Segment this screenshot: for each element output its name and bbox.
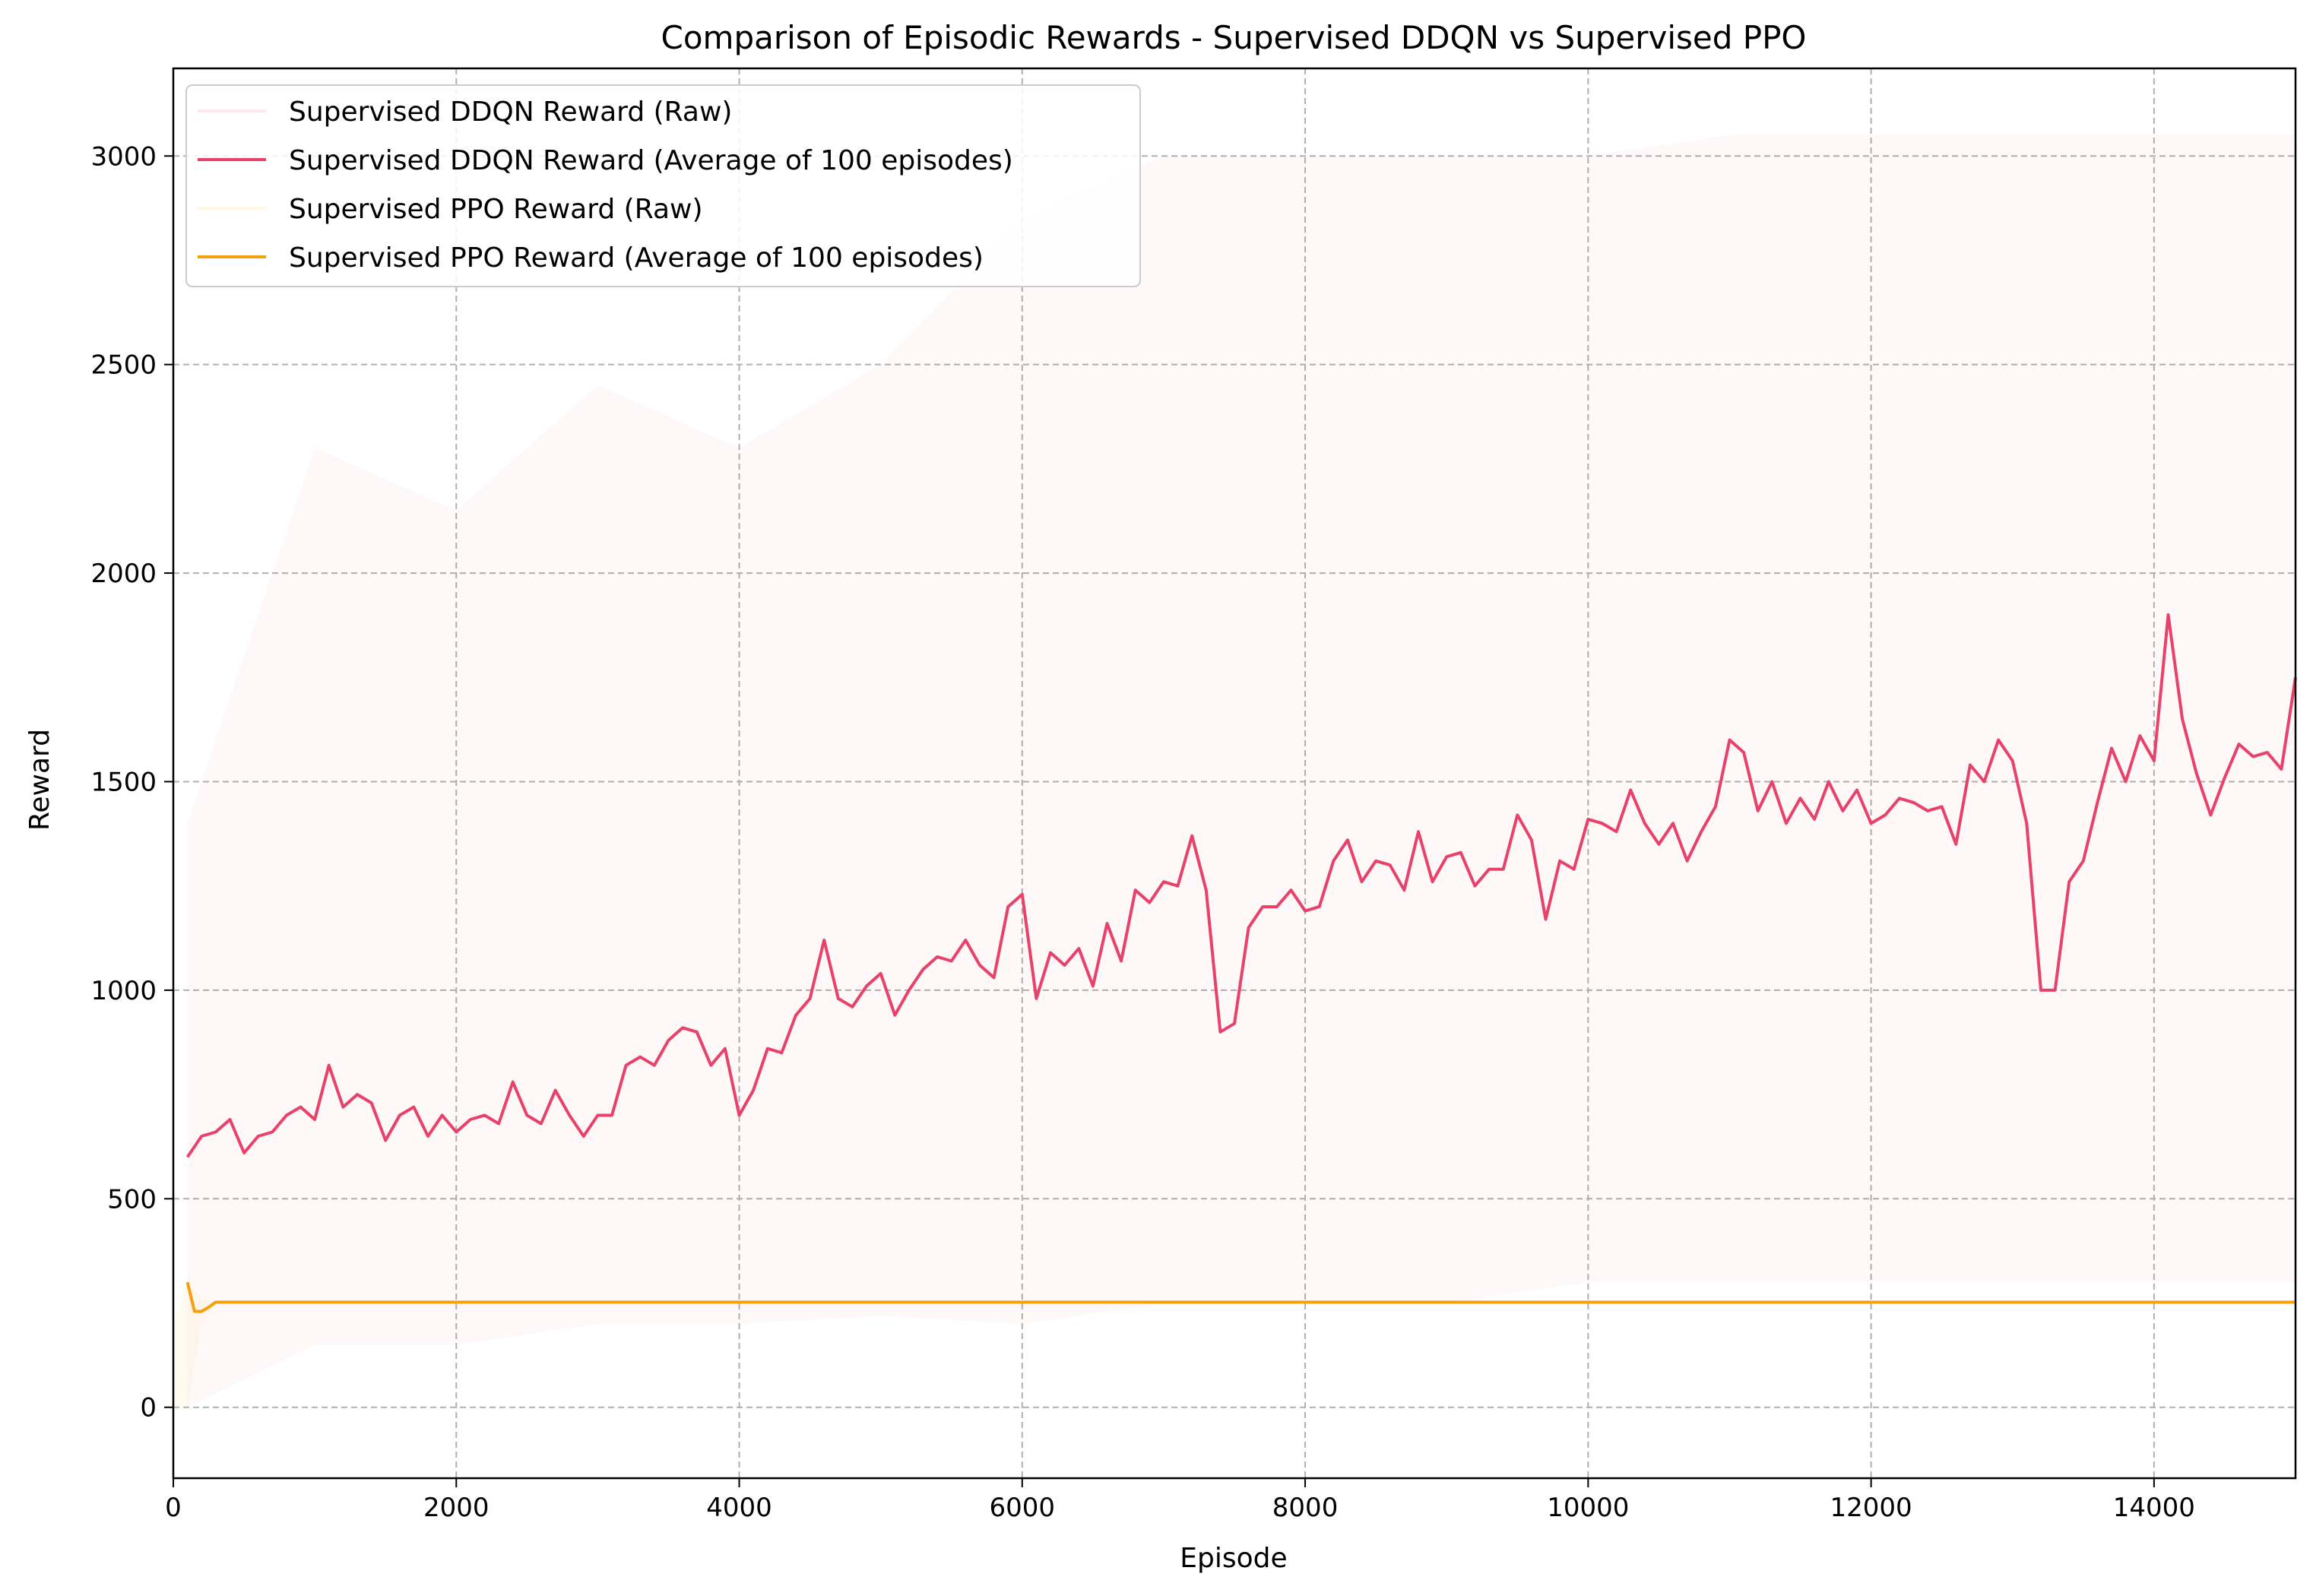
y-tick-label: 3000 [90,141,157,172]
x-tick-label: 14000 [2113,1493,2195,1523]
legend-box [185,84,1141,287]
x-tick-label: 0 [165,1493,182,1523]
raw-bands [173,135,2296,1408]
x-axis-ticks: 0 2000 4000 6000 8000 10000 12000 14000 [165,1478,2195,1523]
y-axis-title: Reward [24,729,55,831]
legend-label-2: Supervised PPO Reward (Raw) [289,194,703,225]
plot-area [172,67,2297,1480]
series-0-raw-band [187,135,2296,1408]
chart-title: Comparison of Episodic Rewards - Supervi… [661,19,1807,56]
plot-frame [172,67,2297,1480]
legend-label-1: Supervised DDQN Reward (Average of 100 e… [289,145,1013,176]
legend: Supervised DDQN Reward (Raw) Supervised D… [185,84,1141,287]
series-2-raw-band [173,1282,216,1408]
x-tick-label: 6000 [990,1493,1056,1523]
x-tick-label: 12000 [1830,1493,1912,1523]
y-tick-label: 1000 [90,976,157,1006]
x-tick-label: 4000 [706,1493,772,1523]
y-axis-ticks: 0 500 1000 1500 2000 2500 3000 [90,141,173,1423]
y-tick-label: 0 [140,1393,157,1423]
x-axis-title: Episode [1180,1543,1287,1574]
y-tick-label: 500 [107,1184,157,1214]
y-tick-label: 1500 [90,767,157,797]
y-tick-label: 2000 [90,559,157,589]
x-tick-label: 2000 [423,1493,490,1523]
x-tick-label: 10000 [1547,1493,1629,1523]
series-3-line [185,1281,2296,1313]
y-tick-label: 2500 [90,350,157,381]
legend-label-3: Supervised PPO Reward (Average of 100 ep… [289,242,984,274]
series-1-line [185,613,2297,1158]
average-lines [185,613,2297,1313]
x-tick-label: 8000 [1272,1493,1339,1523]
legend-label-0: Supervised DDQN Reward (Raw) [289,97,732,128]
